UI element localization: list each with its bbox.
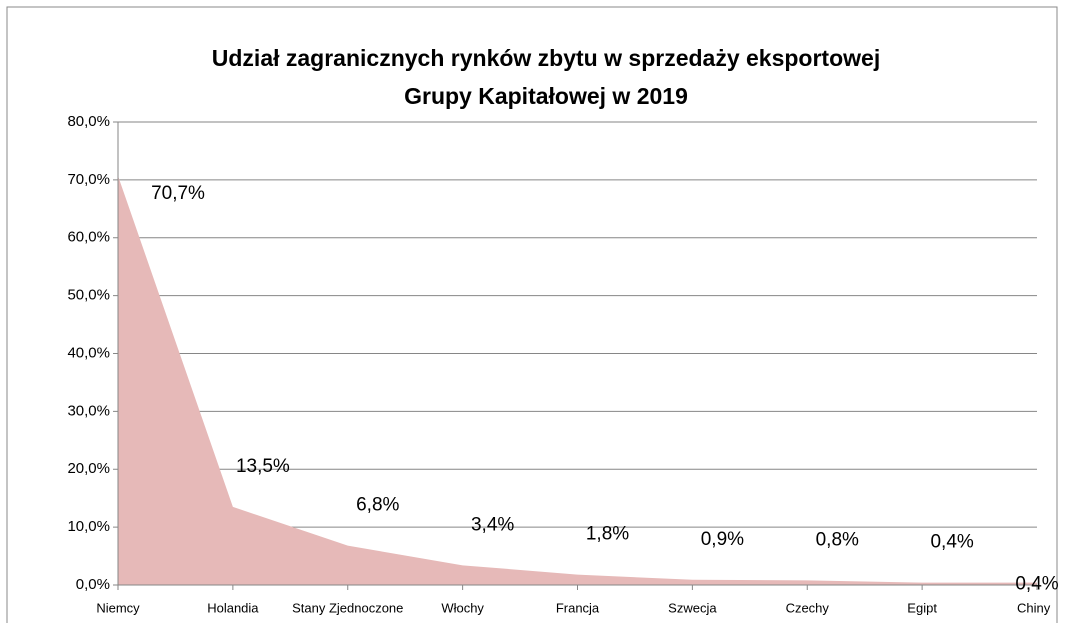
data-label: 70,7% bbox=[151, 183, 205, 204]
x-tick-label: Holandia bbox=[207, 600, 259, 615]
y-tick-label: 50,0% bbox=[67, 287, 110, 304]
area bbox=[118, 175, 1037, 586]
y-tick-label: 40,0% bbox=[67, 344, 110, 361]
data-label: 0,9% bbox=[701, 529, 744, 550]
y-tick-label: 0,0% bbox=[76, 576, 110, 593]
data-label: 1,8% bbox=[586, 524, 629, 545]
x-tick-label: Niemcy bbox=[96, 600, 140, 615]
x-tick-label: Chiny bbox=[1017, 600, 1051, 615]
chart-title: Grupy Kapitałowej w 2019 bbox=[404, 83, 688, 109]
y-tick-label: 30,0% bbox=[67, 402, 110, 419]
y-tick-label: 20,0% bbox=[67, 460, 110, 477]
x-tick-label: Francja bbox=[556, 600, 600, 615]
y-tick-label: 60,0% bbox=[67, 229, 110, 246]
x-tick-label: Stany Zjednoczone bbox=[292, 600, 403, 615]
data-label: 0,4% bbox=[1015, 574, 1058, 595]
data-label: 6,8% bbox=[356, 495, 399, 516]
x-tick-label: Egipt bbox=[907, 600, 937, 615]
y-tick-label: 80,0% bbox=[67, 113, 110, 130]
data-label: 0,8% bbox=[816, 529, 859, 550]
y-tick-label: 10,0% bbox=[67, 518, 110, 535]
x-tick-label: Szwecja bbox=[668, 600, 717, 615]
x-tick-label: Czechy bbox=[786, 600, 830, 615]
data-label: 3,4% bbox=[471, 514, 514, 535]
chart-border bbox=[6, 6, 1058, 623]
data-label: 0,4% bbox=[930, 532, 973, 553]
y-tick-label: 70,0% bbox=[67, 171, 110, 188]
data-label: 13,5% bbox=[236, 456, 290, 477]
chart-title: Udział zagranicznych rynków zbytu w sprz… bbox=[212, 45, 880, 71]
x-tick-label: Włochy bbox=[441, 600, 484, 615]
